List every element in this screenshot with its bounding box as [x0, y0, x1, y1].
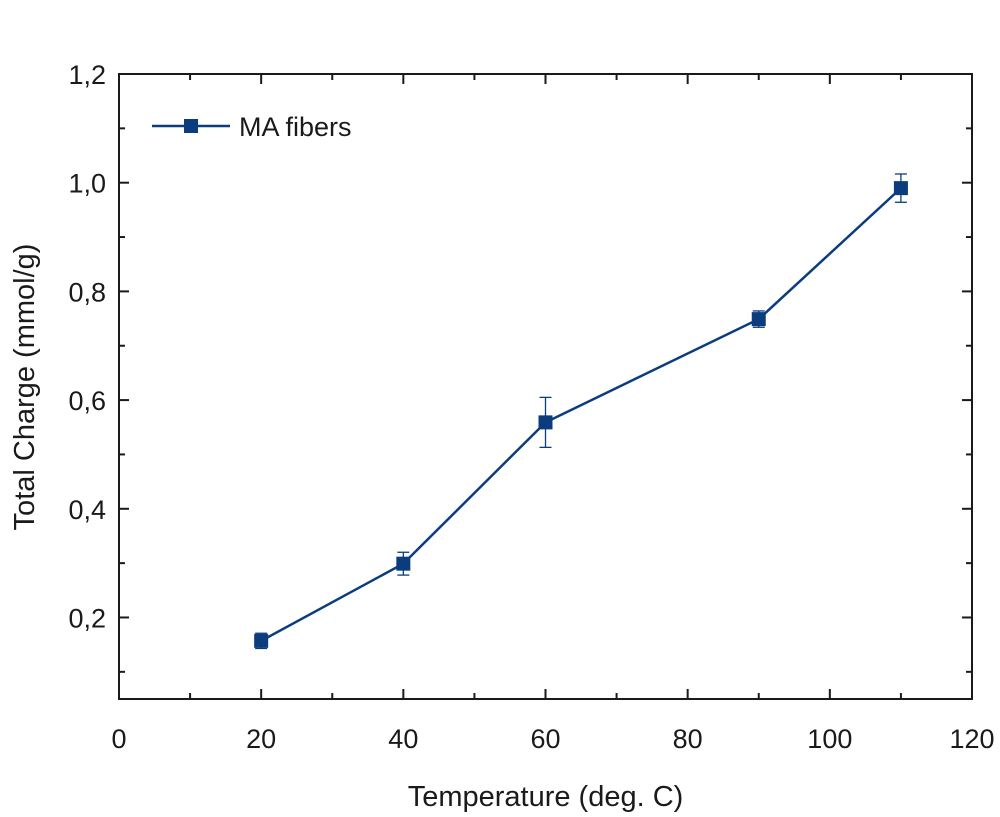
- x-tick-label: 80: [673, 724, 703, 754]
- y-tick-label: 0,2: [68, 603, 106, 633]
- data-point: [893, 181, 908, 196]
- y-tick-label: 1,2: [68, 60, 106, 90]
- x-tick-label: 0: [111, 724, 126, 754]
- y-axis-title: Total Charge (mmol/g): [9, 244, 41, 531]
- legend-label: MA fibers: [239, 112, 352, 142]
- legend: MA fibers: [152, 112, 352, 142]
- legend-marker: [184, 119, 198, 133]
- x-tick-label: 40: [388, 724, 418, 754]
- data-point: [254, 633, 269, 648]
- x-tick-label: 60: [530, 724, 560, 754]
- plot-frame: [118, 73, 973, 700]
- data-point: [538, 415, 553, 430]
- series-layer: [254, 173, 908, 650]
- data-point: [751, 312, 766, 327]
- data-point: [396, 556, 411, 571]
- y-tick-label: 0,6: [68, 386, 106, 416]
- x-tick-label: 120: [949, 724, 994, 754]
- axis-tick-labels: 0 20 40 60 80 100 120 0,2 0,4 0,6 0,8 1,0 1,2: [68, 60, 994, 754]
- y-tick-label: 1,0: [68, 169, 106, 199]
- axis-ticks: [118, 73, 973, 699]
- x-axis-title: Temperature (deg. C): [408, 781, 684, 813]
- y-tick-label: 0,8: [68, 277, 106, 307]
- x-tick-label: 100: [807, 724, 852, 754]
- y-tick-label: 0,4: [68, 495, 106, 525]
- x-tick-label: 20: [246, 724, 276, 754]
- series-line: [260, 187, 902, 642]
